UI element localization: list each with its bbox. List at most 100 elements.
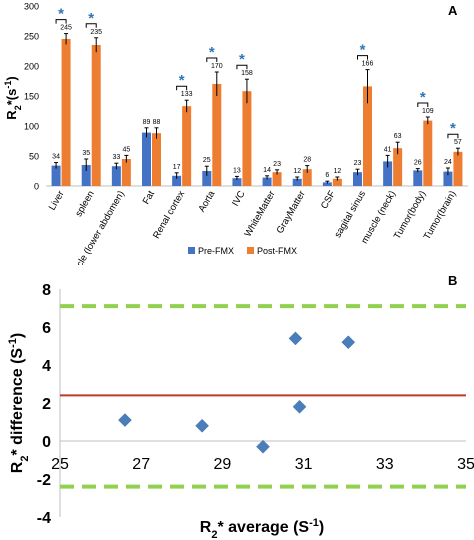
bar-pre-fmx — [202, 171, 212, 186]
x-tick-label-a: GrayMatter — [275, 189, 308, 236]
y-tick-label-b: 2 — [42, 396, 51, 413]
bar-post-fmx — [121, 159, 131, 186]
x-tick-label-a: Tumor(brain) — [422, 189, 459, 242]
data-label-post: 158 — [241, 70, 253, 77]
data-label-pre: 23 — [354, 160, 362, 167]
x-tick-label-a: CSF — [319, 189, 338, 211]
data-label-post: 12 — [333, 168, 341, 175]
bar-pre-fmx — [353, 172, 362, 186]
x-tick-label-b: 33 — [376, 456, 394, 473]
data-point-diamond — [118, 413, 132, 427]
bar-post-fmx — [152, 133, 161, 186]
x-tick-label-a: Liver — [47, 189, 67, 212]
y-tick-label-a: 200 — [24, 62, 39, 72]
y-tick-label-b: 4 — [42, 358, 51, 375]
data-label-post: 245 — [60, 25, 72, 32]
x-tick-label-a: IVC — [230, 189, 248, 208]
y-tick-label-a: 250 — [24, 32, 39, 42]
data-label-pre: 33 — [112, 154, 120, 161]
data-point-diamond — [195, 418, 209, 433]
data-label-pre: 26 — [414, 160, 422, 167]
data-label-post: 235 — [90, 29, 102, 36]
significance-bracket — [236, 64, 248, 70]
significance-star: * — [179, 72, 185, 89]
data-label-pre: 25 — [203, 157, 211, 164]
bar-pre-fmx — [262, 177, 272, 186]
y-tick-label-b: 0 — [42, 434, 51, 451]
bar-pre-fmx — [413, 170, 423, 186]
x-tick-label-b: 25 — [51, 456, 69, 473]
y-tick-label-a: 50 — [29, 152, 39, 162]
significance-bracket — [55, 19, 67, 24]
bar-pre-fmx — [292, 178, 302, 186]
bar-post-fmx — [272, 172, 282, 186]
y-tick-label-a: 150 — [24, 92, 39, 102]
y-tick-label-b: 6 — [42, 320, 51, 337]
y-tick-label-a: 300 — [24, 2, 39, 12]
data-label-post: 88 — [153, 119, 161, 126]
data-point-diamond — [256, 439, 270, 454]
significance-star: * — [450, 120, 456, 137]
data-label-post: 28 — [303, 157, 311, 164]
data-label-pre: 89 — [143, 119, 151, 126]
x-tick-label-b: 27 — [132, 456, 150, 473]
bar-post-fmx — [212, 84, 222, 186]
bar-post-fmx — [423, 120, 433, 186]
y-tick-label-a: 100 — [24, 122, 39, 132]
bar-pre-fmx — [172, 175, 182, 186]
bar-pre-fmx — [81, 165, 91, 186]
y-tick-label-b: -4 — [37, 510, 51, 527]
bar-chart-panel-a: A R2*(s-1) 0 50 100 150 200 250 300 34 245 * Liver 35… — [3, 2, 468, 265]
bar-pre-fmx — [111, 166, 121, 186]
significance-star: * — [420, 89, 426, 106]
x-tick-label-a: Renal cortex — [151, 189, 187, 241]
significance-star: * — [58, 6, 64, 23]
bar-pre-fmx — [383, 161, 393, 186]
data-label-post: 57 — [454, 139, 462, 146]
x-tick-label-a: Aorta — [196, 188, 217, 214]
data-label-pre: 13 — [233, 167, 241, 174]
significance-bracket — [206, 57, 218, 62]
y-tick-label-b: -2 — [37, 472, 51, 489]
data-label-pre: 12 — [293, 168, 301, 175]
x-tick-label-a: WhiteMatter — [243, 189, 278, 239]
data-label-pre: 41 — [384, 146, 392, 153]
y-axis-title-a: R2*(s-1) — [3, 76, 23, 119]
data-label-pre: 35 — [82, 150, 90, 157]
legend-swatch-pre-fmx — [188, 247, 195, 254]
significance-star: * — [360, 42, 366, 59]
significance-bracket — [357, 55, 368, 60]
data-label-post: 63 — [394, 133, 402, 140]
x-tick-label-b: 31 — [295, 456, 313, 473]
bar-post-fmx — [363, 86, 372, 186]
data-label-pre: 17 — [173, 164, 181, 171]
significance-star: * — [209, 44, 215, 61]
significance-bracket — [176, 85, 188, 91]
data-label-pre: 14 — [263, 167, 271, 174]
data-label-pre: 34 — [52, 154, 60, 161]
x-tick-label-a: spleen — [73, 189, 97, 219]
y-tick-label-b: 8 — [42, 282, 51, 299]
x-tick-label-a: Fat — [141, 189, 158, 207]
panel-label-a: A — [448, 3, 458, 18]
legend-label-post-fmx: Post-FMX — [257, 246, 297, 256]
bar-pre-fmx — [443, 171, 453, 186]
data-point-diamond — [292, 399, 307, 414]
scatter-chart-panel-b: B -4 -2 0 2 4 6 8 25 27 29 31 33 35 R2* difference (S-… — [7, 273, 474, 540]
bar-post-fmx — [242, 91, 252, 186]
data-label-post: 133 — [181, 91, 193, 98]
x-tick-label-b: 29 — [214, 456, 232, 473]
y-tick-label-a: 0 — [34, 182, 39, 192]
bar-post-fmx — [61, 39, 71, 186]
data-label-post: 23 — [273, 161, 281, 168]
bar-post-fmx — [91, 45, 101, 186]
x-axis-title-b: R2* average (S-1) — [200, 517, 324, 540]
significance-bracket — [417, 102, 429, 107]
significance-star: * — [88, 10, 94, 27]
legend-a: Pre-FMX Post-FMX — [188, 246, 297, 256]
bar-post-fmx — [302, 169, 312, 186]
significance-bracket — [85, 23, 97, 28]
data-label-post: 170 — [211, 63, 223, 70]
legend-label-pre-fmx: Pre-FMX — [198, 246, 234, 256]
